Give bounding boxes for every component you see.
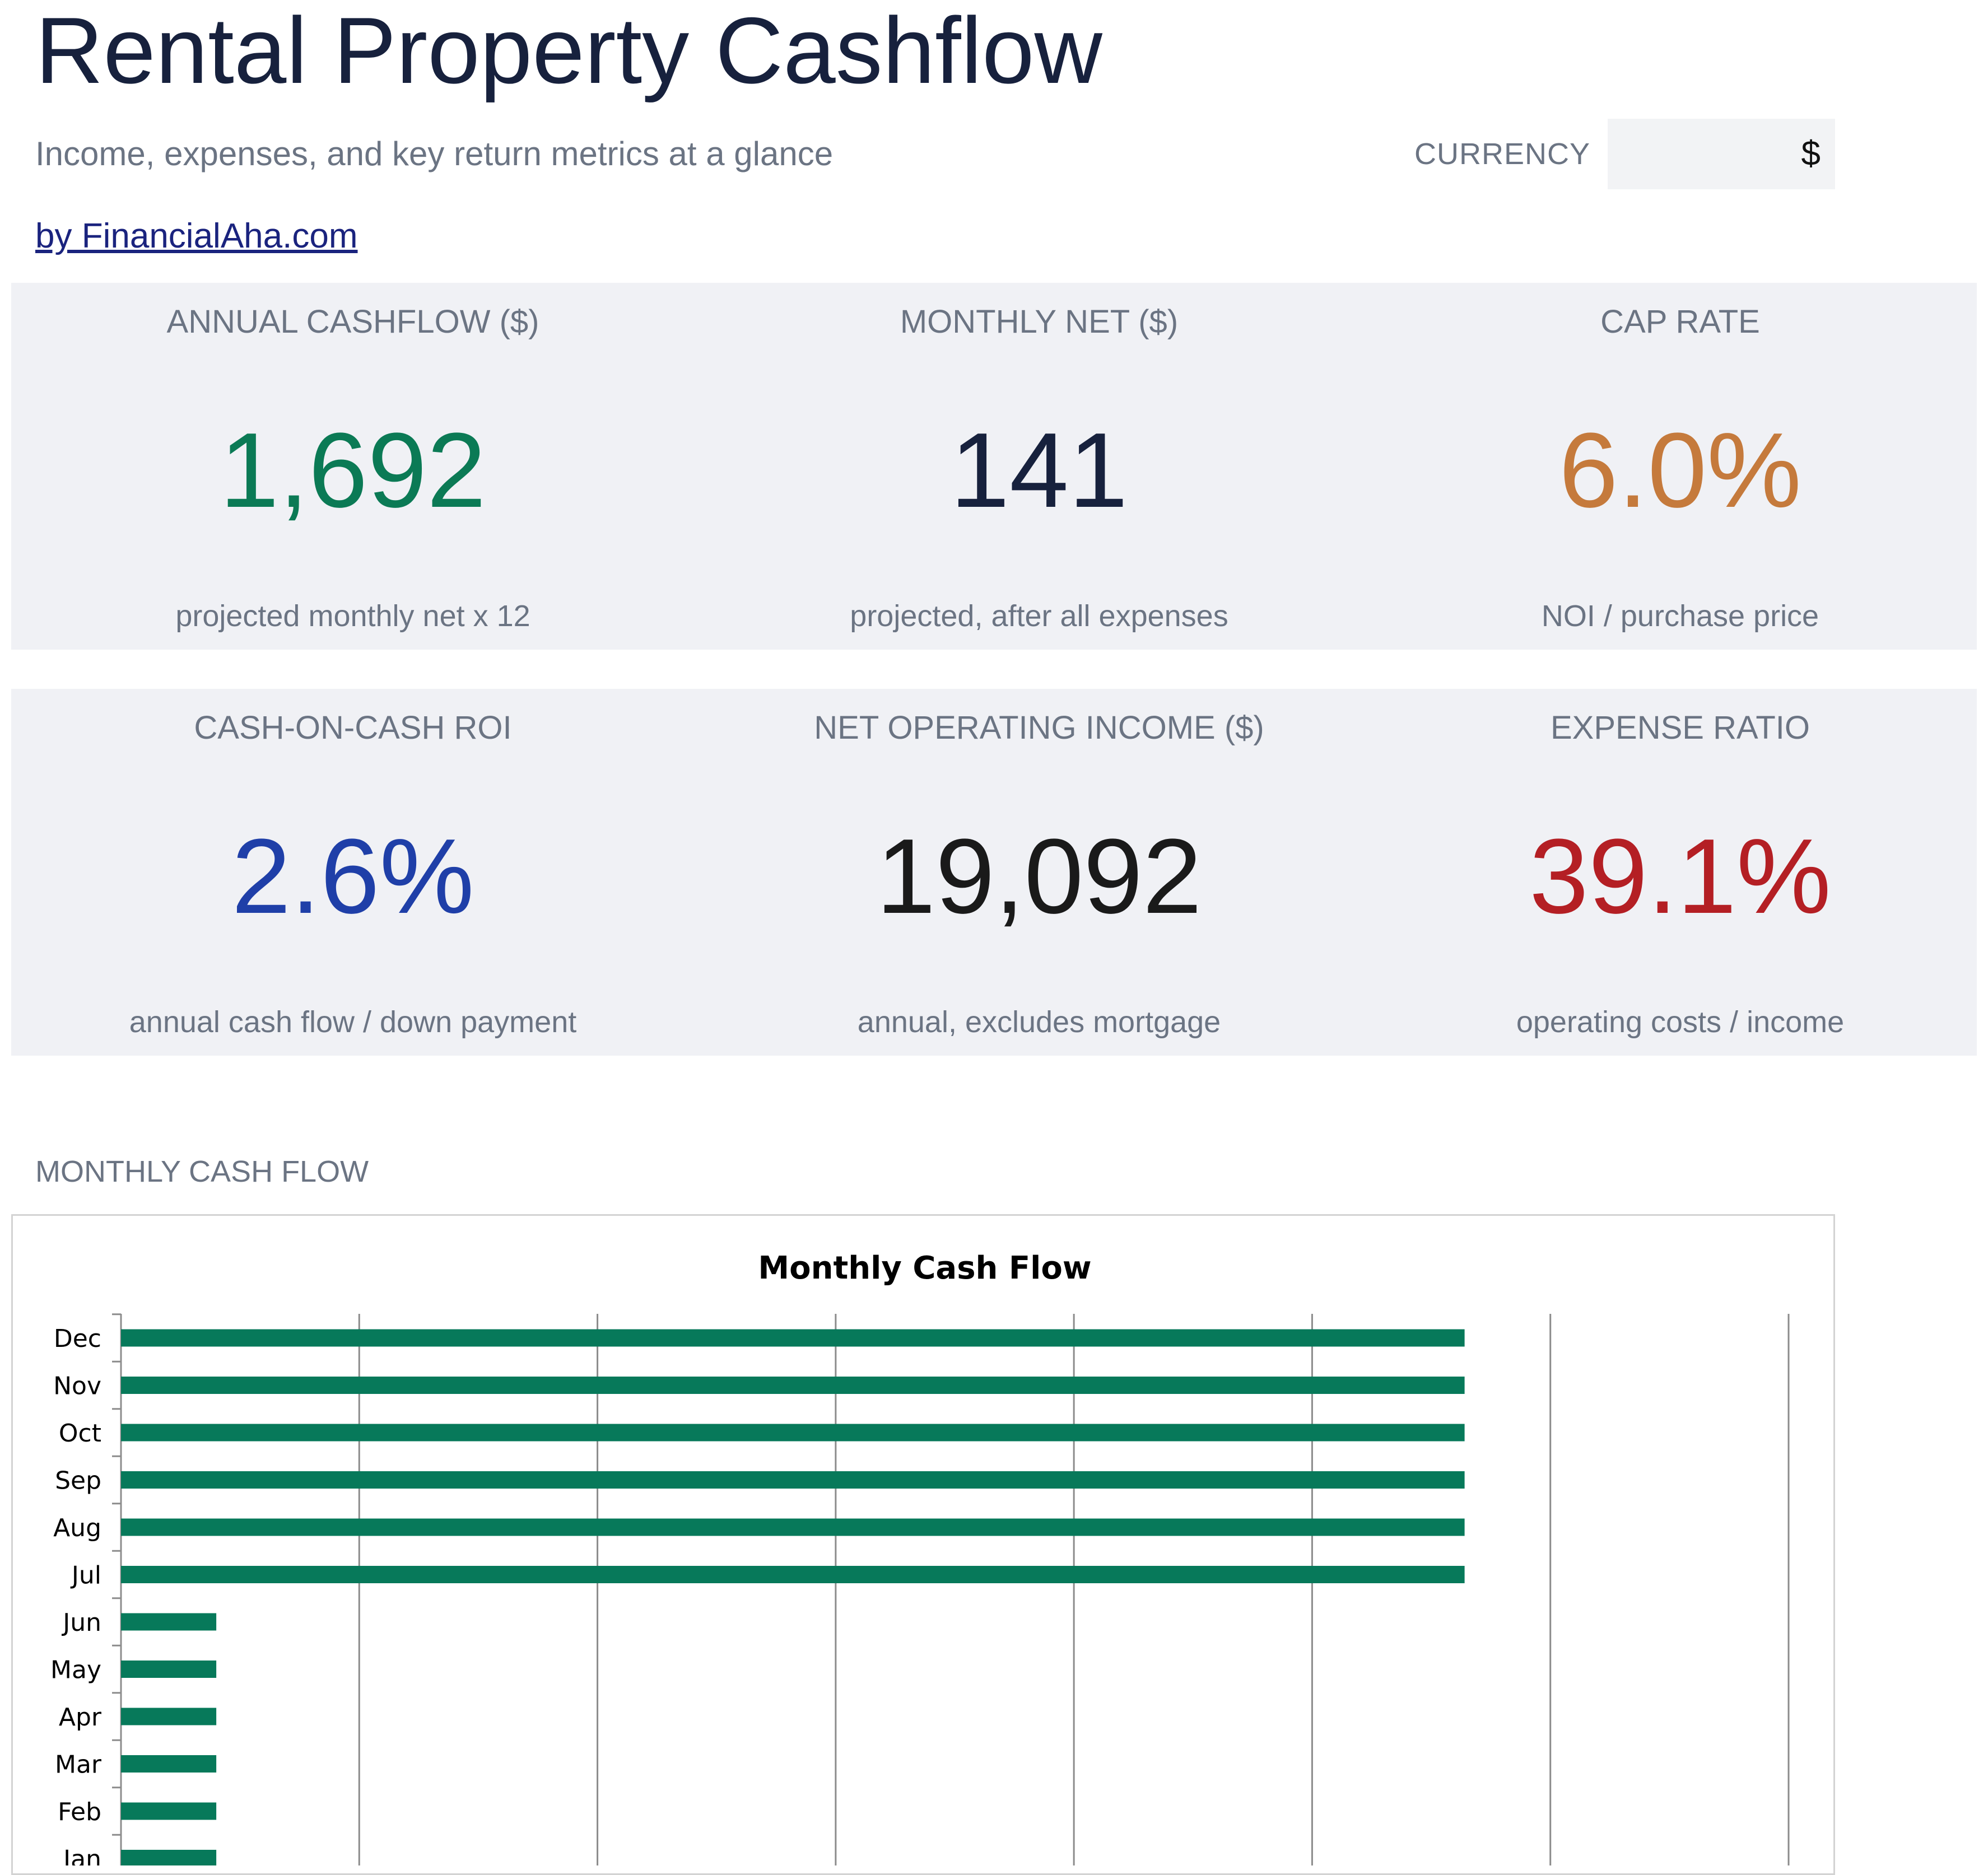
category-label-may: May [50, 1656, 101, 1685]
kpi-row-1: ANNUAL CASHFLOW ($) 1,692 projected mont… [11, 283, 1977, 650]
kpi-note: annual cash flow / down payment [129, 1005, 577, 1039]
kpi-value: 2.6% [231, 817, 474, 936]
bar-apr [121, 1708, 217, 1725]
kpi-value: 141 [950, 411, 1128, 530]
kpi-note: operating costs / income [1516, 1005, 1845, 1039]
section-label-monthly: MONTHLY CASH FLOW [35, 1155, 369, 1188]
kpi-value: 6.0% [1558, 411, 1802, 530]
currency-label: CURRENCY [1414, 137, 1591, 171]
monthly-cash-flow-chart: Monthly Cash Flow Dec Nov Oct Sep Aug Jul Jun M… [11, 1214, 1835, 1875]
category-label-jan: Jan [62, 1845, 101, 1866]
bar-aug [121, 1518, 1465, 1536]
bar-jun [121, 1613, 217, 1631]
kpi-label: EXPENSE RATIO [1550, 710, 1810, 746]
bar-dec [121, 1329, 1465, 1347]
bar-may [121, 1661, 217, 1678]
kpi-note: projected, after all expenses [850, 599, 1228, 633]
chart-canvas: Monthly Cash Flow Dec Nov Oct Sep Aug Jul Jun M… [50, 1250, 1790, 1866]
category-label-apr: Apr [59, 1703, 102, 1732]
chart-title: Monthly Cash Flow [758, 1250, 1091, 1286]
category-label-oct: Oct [59, 1419, 101, 1448]
bar-jan [121, 1850, 217, 1865]
kpi-noi: NET OPERATING INCOME ($) 19,092 annual, … [695, 689, 1384, 1056]
page-subtitle: Income, expenses, and key return metrics… [35, 135, 834, 172]
bar-sep [121, 1471, 1465, 1489]
kpi-note: annual, excludes mortgage [857, 1005, 1221, 1039]
category-label-aug: Aug [53, 1514, 101, 1542]
page-title: Rental Property Cashflow [35, 0, 1102, 103]
kpi-value: 19,092 [876, 817, 1202, 936]
kpi-label: CASH-ON-CASH ROI [194, 710, 512, 746]
bar-jul [121, 1566, 1465, 1583]
kpi-cap-rate: CAP RATE 6.0% NOI / purchase price [1384, 283, 1977, 650]
category-label-nov: Nov [53, 1372, 101, 1401]
bar-feb [121, 1802, 217, 1820]
category-label-jun: Jun [61, 1608, 101, 1637]
kpi-label: MONTHLY NET ($) [900, 304, 1179, 340]
bar-mar [121, 1755, 217, 1773]
kpi-monthly-net: MONTHLY NET ($) 141 projected, after all… [695, 283, 1384, 650]
kpi-value: 39.1% [1529, 817, 1831, 936]
currency-input[interactable]: $ [1608, 119, 1835, 189]
kpi-label: CAP RATE [1600, 304, 1760, 340]
category-label-mar: Mar [55, 1751, 102, 1779]
category-label-feb: Feb [58, 1798, 101, 1826]
kpi-expense-ratio: EXPENSE RATIO 39.1% operating costs / in… [1384, 689, 1977, 1056]
category-label-dec: Dec [54, 1324, 101, 1353]
kpi-note: NOI / purchase price [1541, 599, 1819, 633]
bar-nov [121, 1377, 1465, 1394]
kpi-label: NET OPERATING INCOME ($) [814, 710, 1264, 746]
bar-oct [121, 1424, 1465, 1442]
category-label-jul: Jul [70, 1561, 101, 1590]
kpi-row-2: CASH-ON-CASH ROI 2.6% annual cash flow /… [11, 689, 1977, 1056]
credit-link[interactable]: by FinancialAha.com [35, 217, 358, 255]
category-label-sep: Sep [55, 1467, 101, 1495]
kpi-label: ANNUAL CASHFLOW ($) [166, 304, 539, 340]
kpi-note: projected monthly net x 12 [175, 599, 530, 633]
kpi-value: 1,692 [220, 411, 486, 530]
kpi-annual-cashflow: ANNUAL CASHFLOW ($) 1,692 projected mont… [11, 283, 695, 650]
kpi-cash-on-cash: CASH-ON-CASH ROI 2.6% annual cash flow /… [11, 689, 695, 1056]
